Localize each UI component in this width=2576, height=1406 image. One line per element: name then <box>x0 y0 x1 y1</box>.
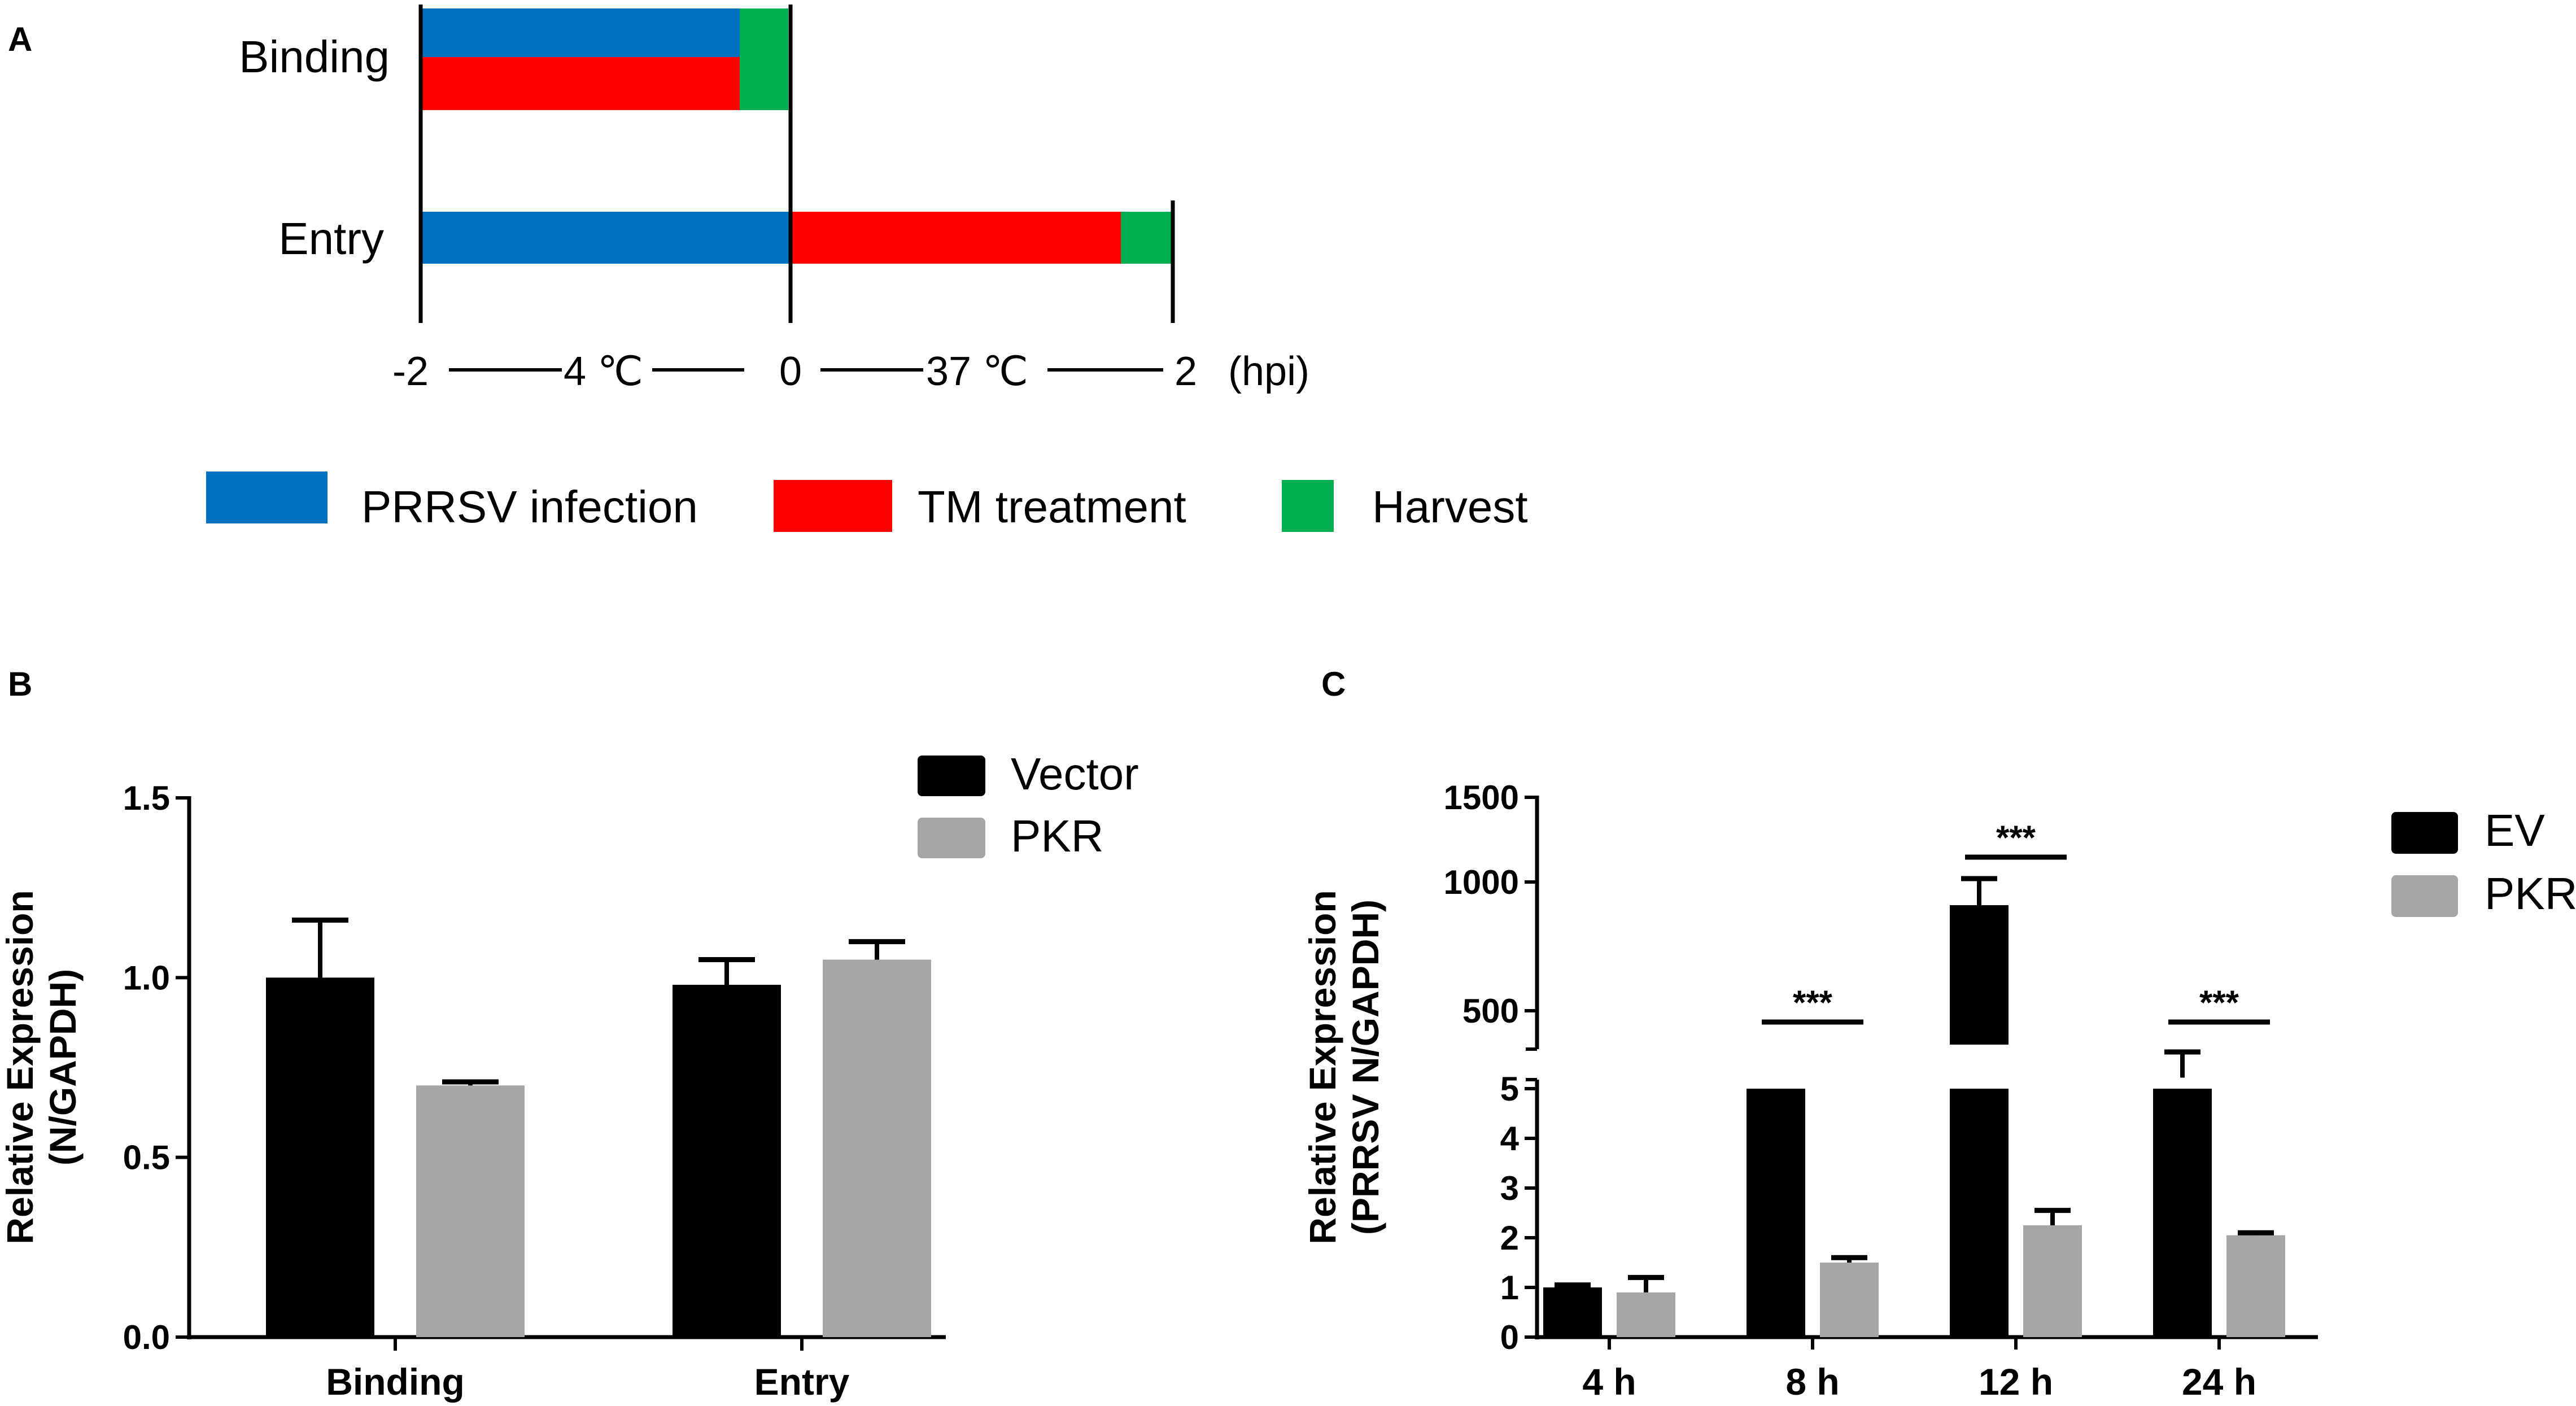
panel-b-legend-label-pkr: PKR <box>1011 811 1104 861</box>
panel-c-bar-lower-ev-24-h <box>2153 1089 2212 1337</box>
panel-c-bar-upper-ev-12-h <box>1950 905 2009 1045</box>
panel-c-y-tick-label: 500 <box>1462 992 1519 1030</box>
panel-c-y-tick-label: 1 <box>1500 1269 1519 1307</box>
panel-a-letter: A <box>8 20 32 58</box>
panel-b-legend-swatch-vector <box>918 756 985 796</box>
binding-harvest-bar <box>740 8 788 110</box>
legend-harvest-swatch <box>1282 480 1334 532</box>
panel-c-significance-label: *** <box>1793 984 1833 1021</box>
legend-treatment-swatch <box>774 480 892 532</box>
panel-c-bar-lower-ev-12-h <box>1950 1089 2009 1337</box>
panel-c-chart: 0 1 2 3 4 5 500 1000 1500 4 h 8 h *** 12 h *** 24 h ***… <box>1302 779 2576 1403</box>
panel-c-letter: C <box>1321 665 1346 703</box>
panel-b-x-tick-label: Binding <box>326 1361 465 1403</box>
panel-c-legend-swatch-pkr <box>2391 875 2458 917</box>
panel-b-legend-label-vector: Vector <box>1011 749 1139 799</box>
entry-harvest-bar <box>1121 212 1173 264</box>
panel-c-significance-label: *** <box>1996 819 2036 857</box>
panel-c-legend-swatch-ev <box>2391 812 2458 854</box>
panel-b-y-tick-label: 0.5 <box>123 1139 170 1177</box>
panel-c-x-tick-label: 8 h <box>1785 1361 1839 1403</box>
panel-c-x-tick-label: 4 h <box>1582 1361 1636 1403</box>
panel-c-y-axis-label: Relative Expression(PRRSV N/GAPDH) <box>1302 890 1386 1244</box>
entry-treatment-bar <box>791 212 1121 264</box>
panel-c-bar-pkr-8-h <box>1820 1263 1879 1337</box>
panel-c-bar-pkr-12-h <box>2023 1225 2082 1337</box>
panel-b-bar-vector-binding <box>266 977 374 1337</box>
panel-c-x-tick-label: 24 h <box>2182 1361 2256 1403</box>
panel-c-y-tick-label: 1500 <box>1444 779 1519 816</box>
panel-b-y-tick-label: 0.0 <box>123 1318 170 1356</box>
panel-b-letter: B <box>8 665 32 703</box>
legend-infection-label: PRRSV infection <box>361 482 698 532</box>
timeline-zero-label: 0 <box>779 349 802 394</box>
panel-b-bar-pkr-entry <box>823 959 931 1337</box>
panel-c-bar-lower-ev-8-h <box>1747 1089 1805 1337</box>
panel-b-x-tick-label: Entry <box>754 1361 850 1403</box>
panel-b-bar-vector-entry <box>673 985 781 1337</box>
timeline-warm-label: 37 ℃ <box>926 349 1028 394</box>
panel-c-y-tick-label: 0 <box>1500 1318 1519 1356</box>
panel-c-bar-pkr-24-h <box>2226 1235 2285 1337</box>
timeline-row-entry-label: Entry <box>278 213 384 264</box>
panel-c-y-tick-label: 3 <box>1500 1169 1519 1207</box>
timeline-start-label: -2 <box>392 349 429 394</box>
panel-c-bar-pkr-4-h <box>1617 1292 1675 1337</box>
panel-c-significance-label: *** <box>2199 984 2239 1021</box>
panel-c-y-tick-label: 2 <box>1500 1219 1519 1257</box>
timeline-row-binding-label: Binding <box>239 32 390 82</box>
timeline-unit-label: (hpi) <box>1228 349 1309 394</box>
panel-c-y-tick-label: 4 <box>1500 1120 1520 1158</box>
panel-c-legend-label-pkr: PKR <box>2485 868 2576 919</box>
panel-b-chart: 0.0 0.5 1.0 1.5 Binding Entry Relative Express… <box>0 749 1139 1403</box>
timeline-cold-label: 4 ℃ <box>564 349 643 394</box>
panel-c-legend-label-ev: EV <box>2485 805 2545 855</box>
binding-infection-bar <box>421 8 740 57</box>
panel-b-y-tick-label: 1.0 <box>123 959 170 997</box>
legend-treatment-label: TM treatment <box>918 482 1186 532</box>
panel-c-y-tick-label: 5 <box>1500 1070 1519 1108</box>
timeline-end-label: 2 <box>1175 349 1197 394</box>
panel-b-bar-pkr-binding <box>416 1085 525 1337</box>
panel-b-y-axis-label: Relative Expression(N/GAPDH) <box>0 890 84 1244</box>
panel-c-y-tick-label: 1000 <box>1444 863 1519 901</box>
legend-harvest-label: Harvest <box>1372 482 1528 532</box>
panel-b-y-tick-label: 1.5 <box>123 779 170 817</box>
panel-b-legend-swatch-pkr <box>918 818 985 858</box>
entry-infection-bar <box>421 212 791 264</box>
panel-c-x-tick-label: 12 h <box>1979 1361 2053 1403</box>
legend-infection-swatch <box>206 471 328 523</box>
panel-c-bar-ev-4-h <box>1543 1287 1602 1337</box>
binding-treatment-bar <box>421 57 740 110</box>
